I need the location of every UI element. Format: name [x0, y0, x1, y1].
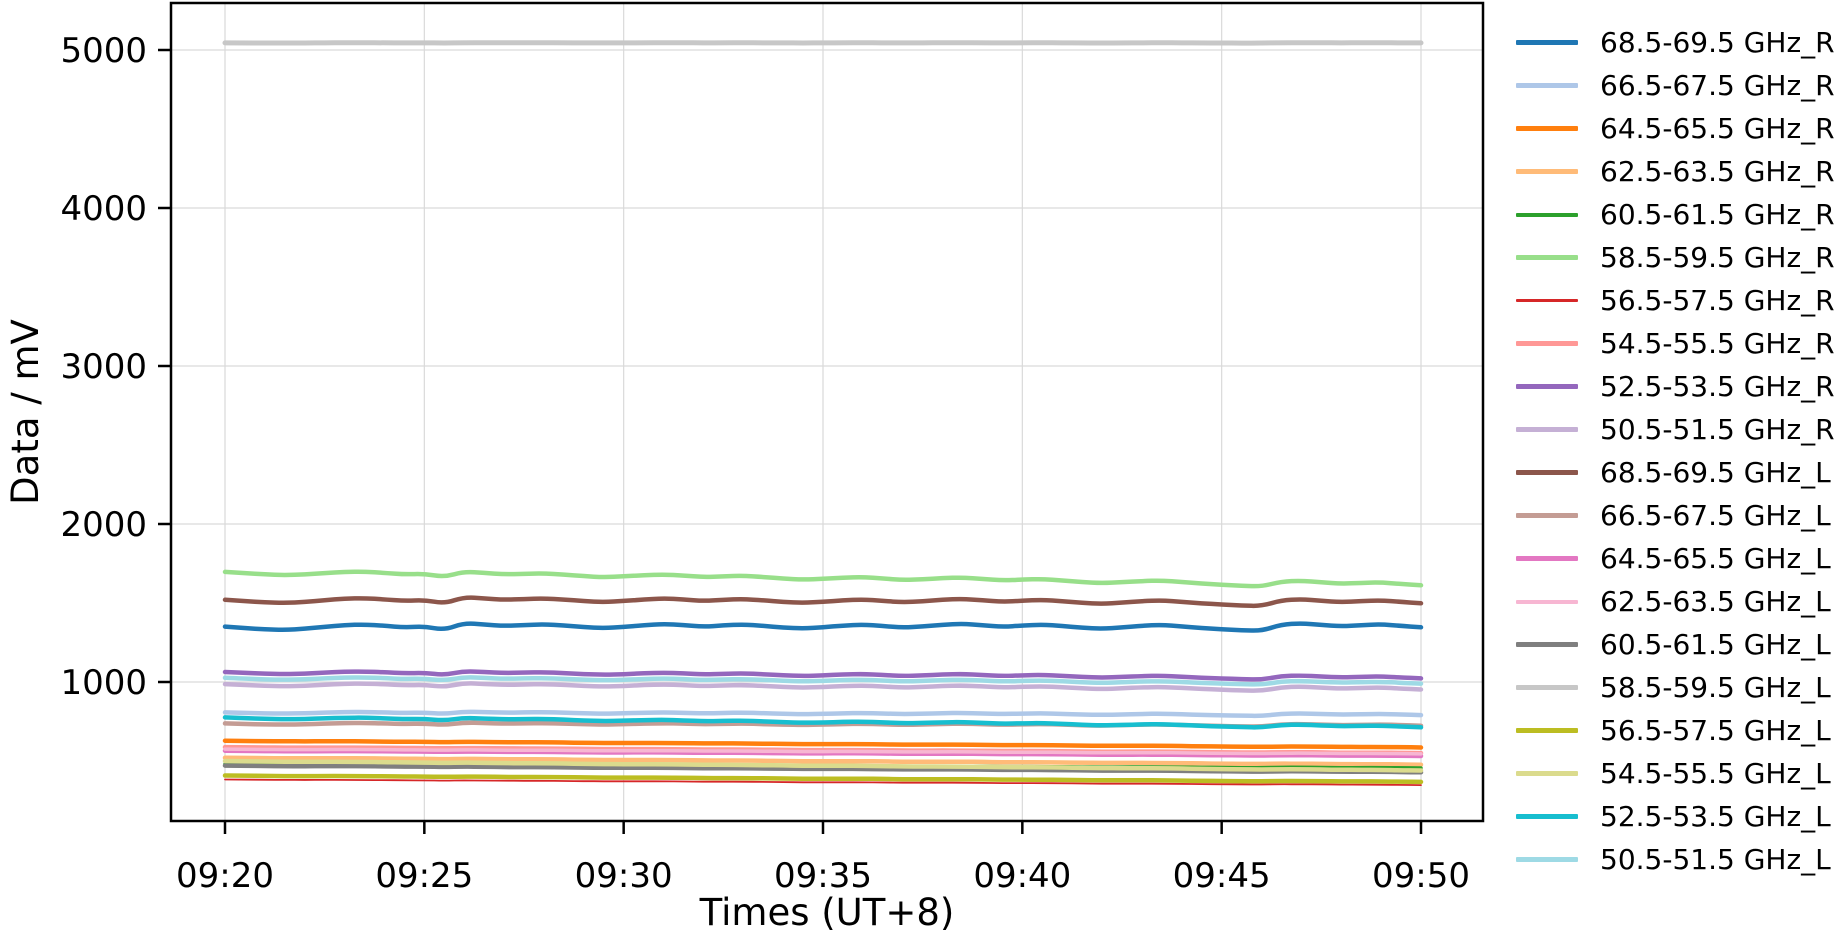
legend-label: 50.5-51.5 GHz_R [1600, 412, 1835, 446]
legend-item: 54.5-55.5 GHz_R [1516, 322, 1835, 365]
legend-label: 52.5-53.5 GHz_L [1600, 799, 1831, 833]
legend-line-swatch [1516, 599, 1578, 604]
legend-item: 58.5-59.5 GHz_L [1516, 666, 1835, 709]
x-tick-label: 09:35 [774, 856, 872, 896]
legend-item: 60.5-61.5 GHz_R [1516, 193, 1835, 236]
series-line [222, 681, 1424, 693]
series-line [222, 755, 1424, 767]
gridlines [171, 3, 1483, 821]
y-tick-label: 1000 [60, 663, 147, 703]
series-line [222, 738, 1424, 750]
legend-item: 54.5-55.5 GHz_L [1516, 752, 1835, 795]
legend: 68.5-69.5 GHz_R 66.5-67.5 GHz_R 64.5-65.5 … [1516, 21, 1835, 881]
series-line [222, 595, 1424, 609]
series-line [222, 773, 1424, 785]
tick-labels: 09:20 09:25 09:30 09:35 09:40 09:45 09:50 1000 2… [60, 31, 1470, 896]
legend-item: 64.5-65.5 GHz_R [1516, 107, 1835, 150]
axes-spines-and-ticks [158, 1, 1485, 834]
x-tick-label: 09:20 [176, 856, 274, 896]
legend-line-swatch [1516, 513, 1578, 518]
legend-label: 56.5-57.5 GHz_L [1600, 713, 1831, 747]
legend-line-swatch [1516, 427, 1578, 432]
series-line [222, 621, 1424, 633]
legend-label: 66.5-67.5 GHz_L [1600, 498, 1831, 532]
legend-label: 58.5-59.5 GHz_R [1600, 240, 1835, 274]
legend-line-swatch [1516, 642, 1578, 647]
legend-line-swatch [1516, 212, 1578, 217]
legend-item: 66.5-67.5 GHz_R [1516, 64, 1835, 107]
legend-line-swatch [1516, 857, 1578, 862]
legend-line-swatch [1516, 126, 1578, 131]
legend-line-swatch [1516, 728, 1578, 733]
legend-label: 62.5-63.5 GHz_R [1600, 154, 1835, 188]
legend-item: 68.5-69.5 GHz_R [1516, 21, 1835, 64]
y-tick-label: 3000 [60, 347, 147, 387]
legend-item: 58.5-59.5 GHz_R [1516, 236, 1835, 279]
legend-item: 68.5-69.5 GHz_L [1516, 451, 1835, 494]
legend-line-swatch [1516, 341, 1578, 346]
legend-line-swatch [1516, 169, 1578, 174]
x-tick-label: 09:30 [575, 856, 673, 896]
series-line [222, 569, 1424, 589]
legend-item: 66.5-67.5 GHz_L [1516, 494, 1835, 537]
data-series-lines [222, 40, 1424, 786]
legend-item: 62.5-63.5 GHz_R [1516, 150, 1835, 193]
x-tick-label: 09:45 [1173, 856, 1271, 896]
legend-item: 62.5-63.5 GHz_L [1516, 580, 1835, 623]
legend-label: 64.5-65.5 GHz_R [1600, 111, 1835, 145]
x-axis-label: Times (UT+8) [699, 891, 955, 934]
y-tick-label: 2000 [60, 505, 147, 545]
x-tick-label: 09:40 [973, 856, 1071, 896]
y-axis-label: Data / mV [4, 319, 47, 505]
legend-label: 52.5-53.5 GHz_R [1600, 369, 1835, 403]
legend-line-swatch [1516, 771, 1578, 776]
legend-item: 52.5-53.5 GHz_R [1516, 365, 1835, 408]
legend-label: 56.5-57.5 GHz_R [1600, 283, 1835, 317]
legend-label: 68.5-69.5 GHz_L [1600, 455, 1831, 489]
legend-line-swatch [1516, 40, 1578, 45]
legend-label: 60.5-61.5 GHz_L [1600, 627, 1831, 661]
legend-item: 50.5-51.5 GHz_L [1516, 838, 1835, 881]
y-tick-label: 5000 [60, 31, 147, 71]
legend-label: 50.5-51.5 GHz_L [1600, 842, 1831, 876]
series-line [222, 758, 1424, 773]
legend-label: 60.5-61.5 GHz_R [1600, 197, 1835, 231]
legend-item: 52.5-53.5 GHz_L [1516, 795, 1835, 838]
legend-line-swatch [1516, 255, 1578, 260]
series-line [222, 709, 1424, 719]
legend-label: 66.5-67.5 GHz_R [1600, 68, 1835, 102]
legend-item: 64.5-65.5 GHz_L [1516, 537, 1835, 580]
legend-label: 54.5-55.5 GHz_L [1600, 756, 1831, 790]
legend-line-swatch [1516, 83, 1578, 88]
x-tick-label: 09:25 [375, 856, 473, 896]
legend-line-swatch [1516, 814, 1578, 819]
legend-label: 62.5-63.5 GHz_L [1600, 584, 1831, 618]
legend-item: 56.5-57.5 GHz_R [1516, 279, 1835, 322]
series-line [222, 715, 1424, 730]
legend-line-swatch [1516, 384, 1578, 389]
legend-item: 60.5-61.5 GHz_L [1516, 623, 1835, 666]
series-line [222, 675, 1424, 687]
plot-frame [169, 1, 1485, 823]
legend-label: 68.5-69.5 GHz_R [1600, 25, 1835, 59]
legend-item: 50.5-51.5 GHz_R [1516, 408, 1835, 451]
legend-line-swatch [1516, 685, 1578, 690]
legend-label: 58.5-59.5 GHz_L [1600, 670, 1831, 704]
x-tick-label: 09:50 [1372, 856, 1470, 896]
legend-line-swatch [1516, 299, 1578, 302]
y-tick-label: 4000 [60, 189, 147, 229]
legend-line-swatch [1516, 470, 1578, 475]
legend-label: 64.5-65.5 GHz_L [1600, 541, 1831, 575]
series-line [222, 669, 1424, 682]
legend-label: 54.5-55.5 GHz_R [1600, 326, 1835, 360]
series-line [224, 778, 1422, 786]
legend-line-swatch [1516, 556, 1578, 561]
legend-item: 56.5-57.5 GHz_L [1516, 709, 1835, 752]
series-line [223, 747, 1423, 756]
